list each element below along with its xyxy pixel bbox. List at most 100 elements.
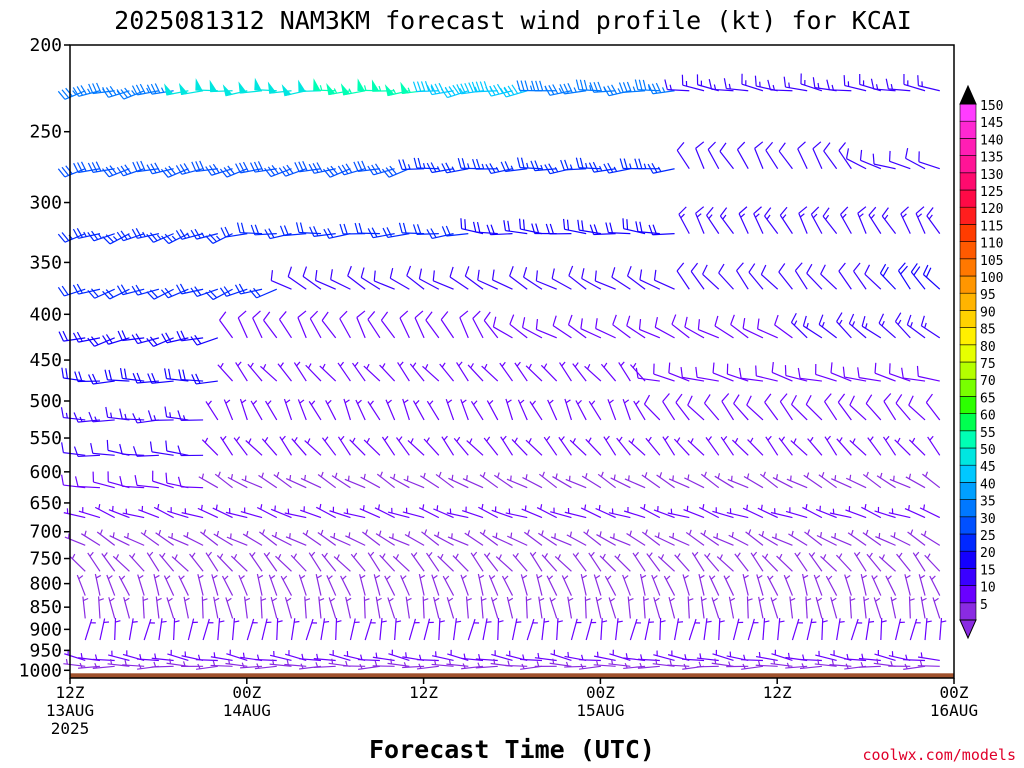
- barb-feather: [520, 157, 525, 168]
- wind-barb: [107, 471, 130, 489]
- barb-shaft: [714, 475, 734, 489]
- barb-feather: [398, 159, 403, 170]
- barb-half-feather: [359, 663, 363, 670]
- barb-shaft: [291, 438, 307, 456]
- wind-barb: [664, 79, 690, 92]
- colorbar-label: 90: [980, 305, 996, 320]
- barb-half-feather: [657, 166, 662, 172]
- wind-barb: [815, 505, 837, 519]
- barb-shaft: [568, 324, 587, 339]
- wind-barb: [842, 366, 867, 382]
- barb-half-feather: [219, 620, 225, 623]
- wind-barb: [681, 74, 705, 92]
- barb-feather: [534, 160, 540, 171]
- wind-barb: [290, 618, 300, 641]
- wind-barb: [761, 553, 779, 572]
- barb-feather: [380, 311, 389, 321]
- wind-barb: [885, 575, 897, 596]
- barb-half-feather: [305, 529, 309, 536]
- barb-shaft: [293, 362, 307, 382]
- wind-barb: [320, 618, 330, 641]
- barb-half-feather: [242, 652, 245, 658]
- barb-flag: [371, 79, 380, 92]
- barb-half-feather: [851, 321, 856, 327]
- barb-shaft: [384, 575, 396, 596]
- wind-barb: [529, 551, 543, 572]
- wind-barb: [177, 445, 204, 457]
- barb-shaft: [483, 320, 499, 339]
- y-tick-label: 1000: [19, 660, 62, 681]
- barb-shaft: [824, 401, 838, 421]
- barb-half-feather: [110, 412, 113, 418]
- wind-barb: [406, 265, 425, 290]
- barb-shaft: [481, 365, 499, 382]
- barb-feather: [417, 157, 422, 169]
- barb-shaft: [93, 481, 115, 489]
- wind-barb: [96, 529, 116, 546]
- wind-barb: [801, 573, 809, 596]
- barb-feather: [802, 315, 807, 327]
- barb-shaft: [379, 554, 396, 572]
- wind-barb: [459, 310, 469, 339]
- barb-feather: [238, 283, 245, 294]
- wind-barb: [639, 269, 661, 290]
- wind-barb: [220, 435, 234, 456]
- colorbar-label: 70: [980, 374, 996, 389]
- wind-barb: [818, 471, 837, 489]
- barb-half-feather: [212, 574, 218, 579]
- barb-shaft: [379, 364, 396, 382]
- barb-half-feather: [366, 363, 370, 370]
- colorbar-box: [959, 430, 977, 449]
- wind-barb: [78, 507, 101, 519]
- barb-shaft: [595, 280, 616, 290]
- barb-shaft: [783, 574, 793, 596]
- wind-barb: [874, 649, 896, 662]
- barb-feather: [687, 395, 693, 406]
- barb-half-feather: [771, 597, 777, 602]
- wind-barb: [667, 660, 690, 667]
- wind-barb: [705, 436, 720, 456]
- wind-barb: [520, 574, 528, 596]
- barb-half-feather: [115, 554, 120, 560]
- wind-barb: [87, 288, 115, 299]
- colorbar-box: [959, 396, 977, 414]
- barb-feather: [236, 222, 241, 233]
- wind-barb: [423, 437, 440, 456]
- wind-barb: [791, 618, 803, 641]
- barb-shaft: [261, 618, 268, 641]
- barb-half-feather: [131, 90, 136, 95]
- barb-shaft: [924, 554, 941, 572]
- wind-barb: [492, 532, 513, 546]
- wind-barb: [269, 650, 292, 662]
- barb-half-feather: [156, 234, 162, 240]
- barb-shaft: [593, 574, 602, 596]
- barb-half-feather: [676, 553, 681, 559]
- barb-feather: [249, 162, 256, 173]
- barb-half-feather: [764, 553, 769, 559]
- barb-feather: [177, 410, 182, 421]
- barb-half-feather: [884, 214, 889, 220]
- barb-half-feather: [139, 654, 142, 660]
- wind-barb: [774, 314, 793, 339]
- barb-half-feather: [167, 597, 173, 602]
- barb-feather: [503, 86, 511, 97]
- barb-feather: [926, 207, 934, 217]
- barb-feather: [440, 311, 449, 321]
- wind-barb: [643, 596, 649, 619]
- wind-barb: [908, 596, 915, 619]
- barb-half-feather: [336, 620, 342, 623]
- barb-half-feather: [401, 575, 407, 580]
- wind-barb: [823, 142, 838, 170]
- barb-feather: [524, 80, 529, 91]
- barb-feather: [830, 362, 833, 373]
- wind-barb: [691, 551, 705, 572]
- wind-barb: [373, 574, 381, 596]
- barb-feather: [416, 81, 422, 92]
- barb-feather: [283, 225, 289, 236]
- colorbar-box: [959, 206, 977, 225]
- barb-shaft: [214, 473, 233, 489]
- barb-feather: [151, 372, 157, 384]
- barb-half-feather: [531, 400, 536, 406]
- barb-feather: [418, 268, 423, 280]
- wind-barb: [398, 159, 425, 171]
